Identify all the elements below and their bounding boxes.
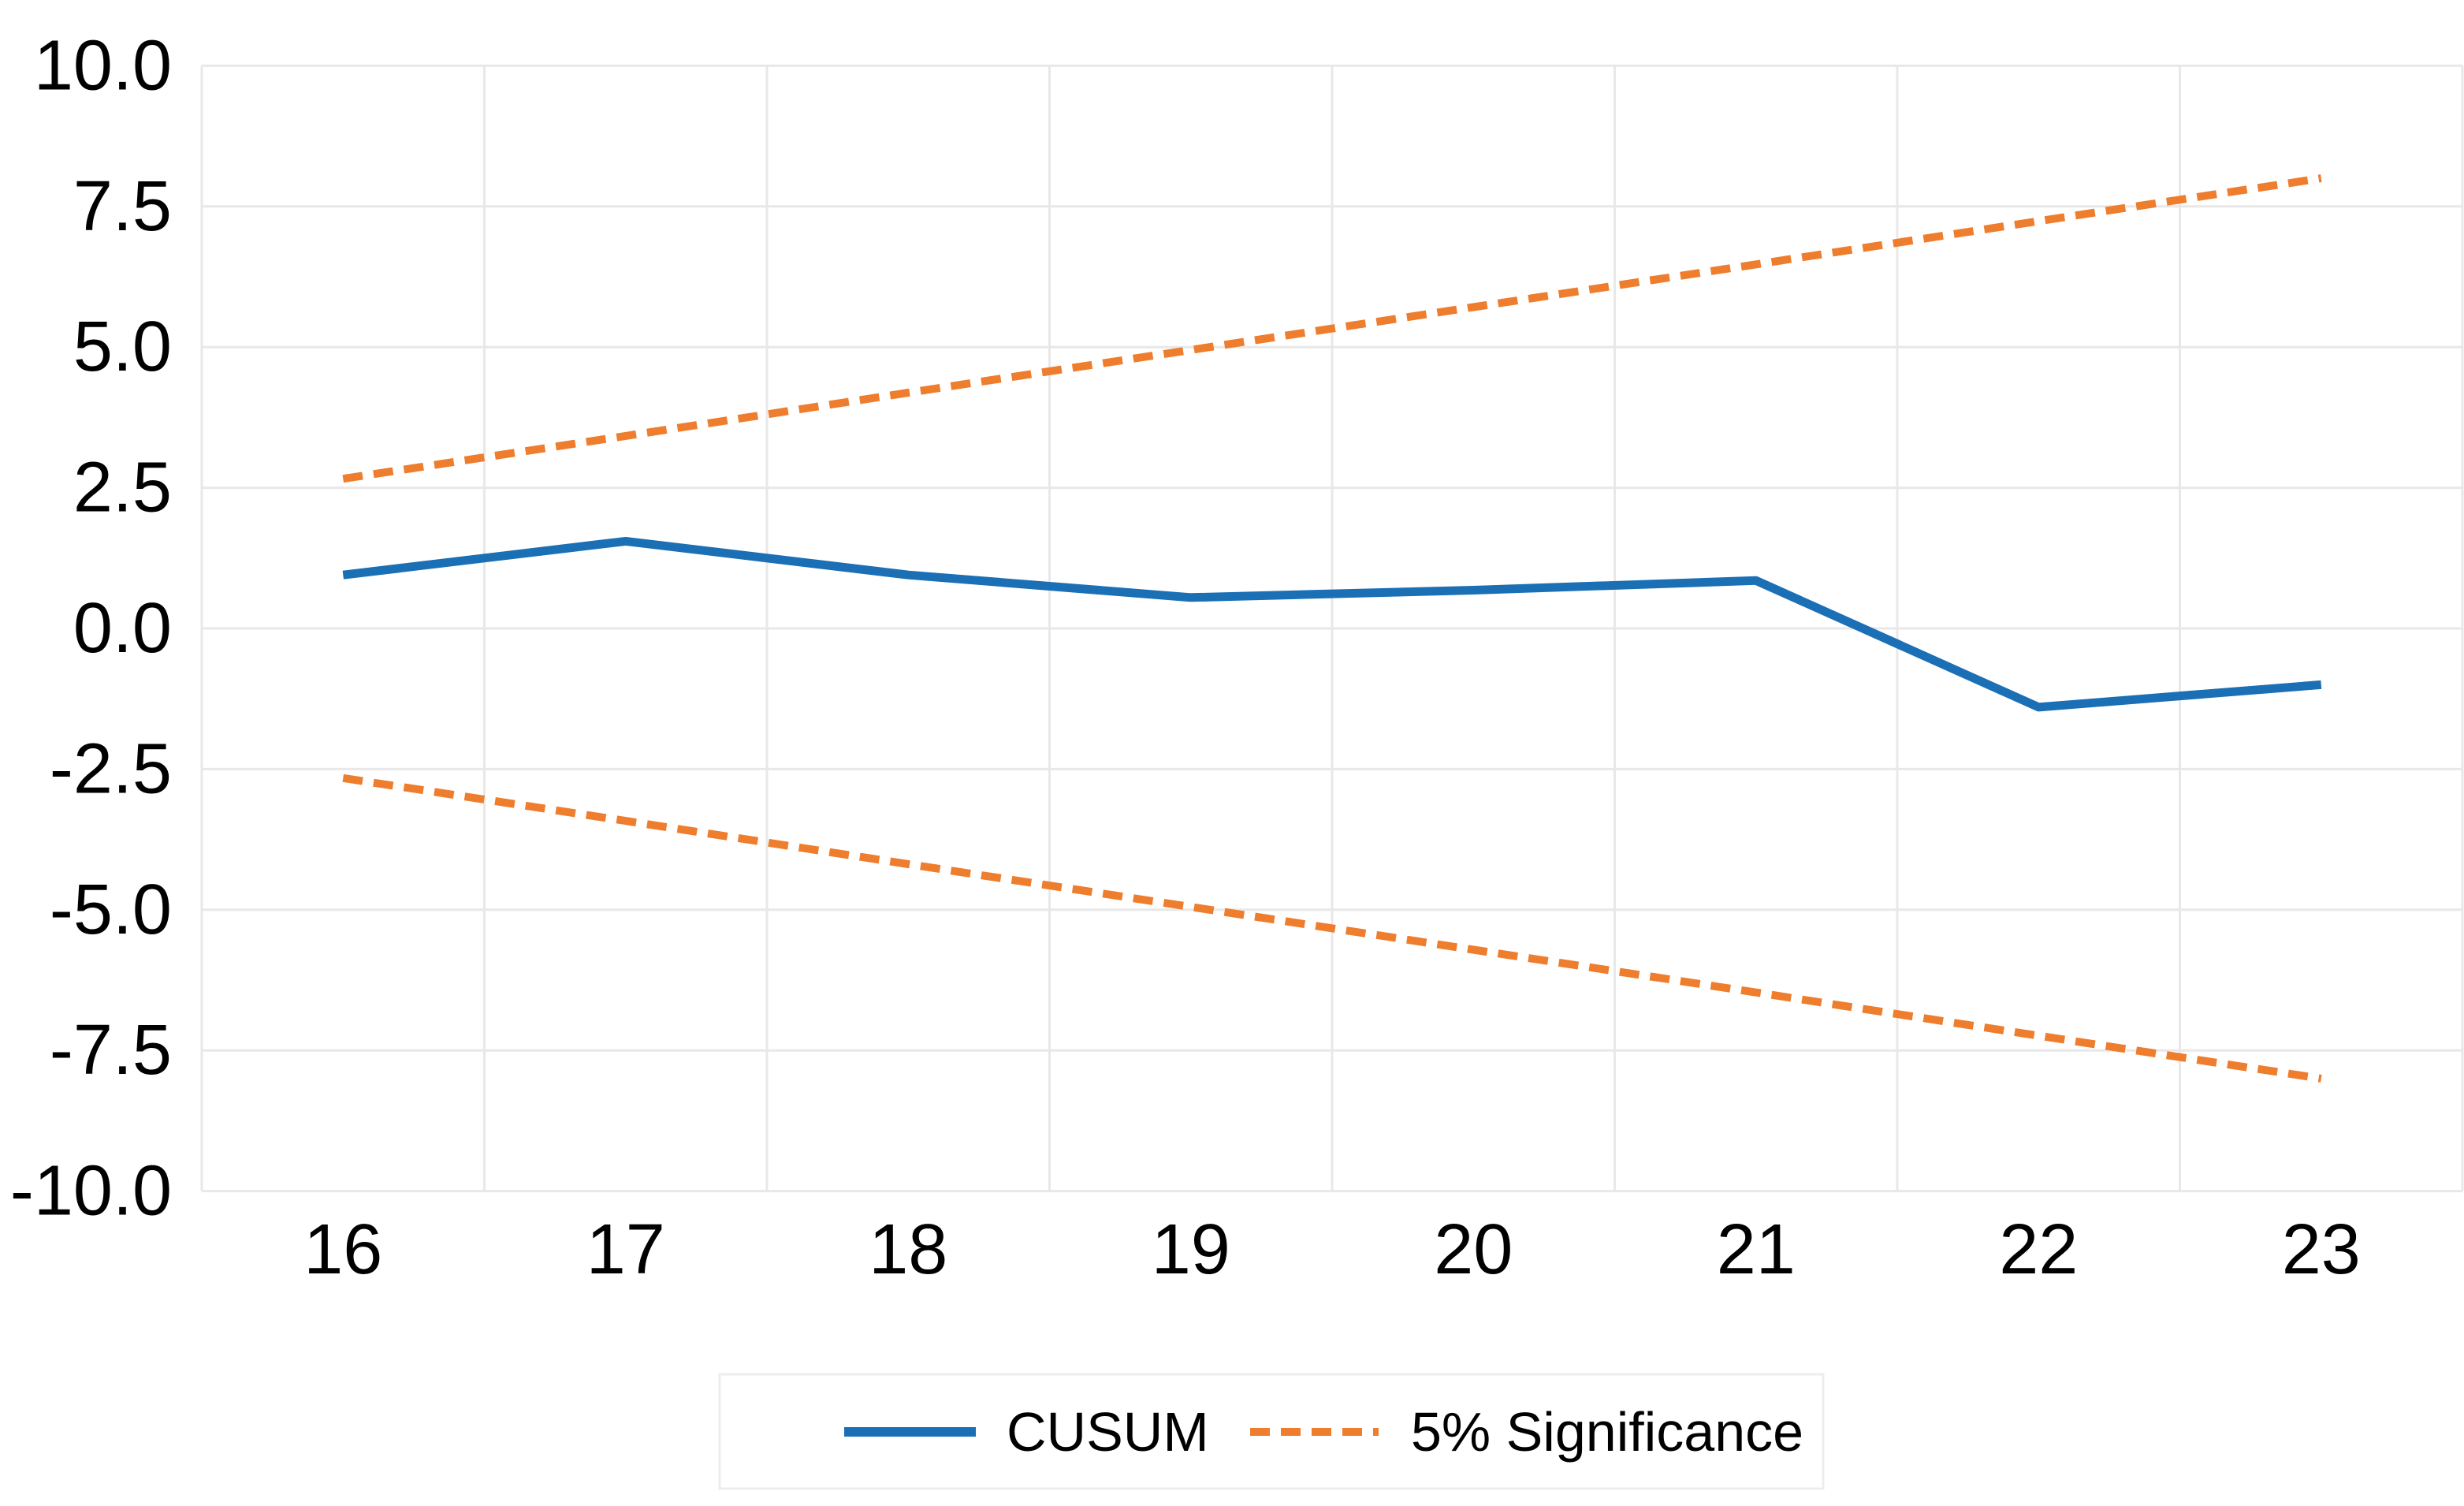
x-tick-label: 22	[1999, 1210, 2078, 1289]
y-tick-label: 0.0	[73, 589, 172, 668]
x-tick-label: 18	[869, 1210, 947, 1289]
y-tick-label: 7.5	[73, 167, 172, 246]
x-axis-tick-labels: 16 17 18 19 20 21 22 23	[303, 1210, 2361, 1289]
legend: CUSUM 5% Significance	[718, 1373, 1825, 1490]
y-tick-label: -2.5	[50, 729, 172, 808]
y-tick-label: 5.0	[73, 308, 172, 386]
legend-significance-label: 5% Significance	[1411, 1401, 1803, 1463]
v-gridlines	[200, 65, 2464, 1191]
y-tick-label: 10.0	[34, 26, 172, 105]
y-tick-label: 2.5	[73, 449, 172, 527]
y-tick-label: -7.5	[50, 1011, 172, 1090]
x-tick-label: 21	[1717, 1210, 1796, 1289]
x-tick-label: 16	[303, 1210, 382, 1289]
legend-cusum-label: CUSUM	[1007, 1401, 1209, 1463]
cusum-series-line	[342, 536, 2322, 712]
y-axis-tick-labels: 10.0 7.5 5.0 2.5 0.0 -2.5 -5.0 -7.5 -10.0	[10, 26, 172, 1230]
y-tick-label: -10.0	[10, 1152, 172, 1231]
x-tick-label: 17	[586, 1210, 665, 1289]
x-tick-label: 20	[1434, 1210, 1513, 1289]
significance-lower-line	[342, 774, 2322, 1083]
significance-upper-line	[342, 174, 2322, 483]
y-tick-label: -5.0	[50, 870, 172, 949]
x-tick-label: 23	[2282, 1210, 2361, 1289]
x-tick-label: 19	[1152, 1210, 1230, 1289]
